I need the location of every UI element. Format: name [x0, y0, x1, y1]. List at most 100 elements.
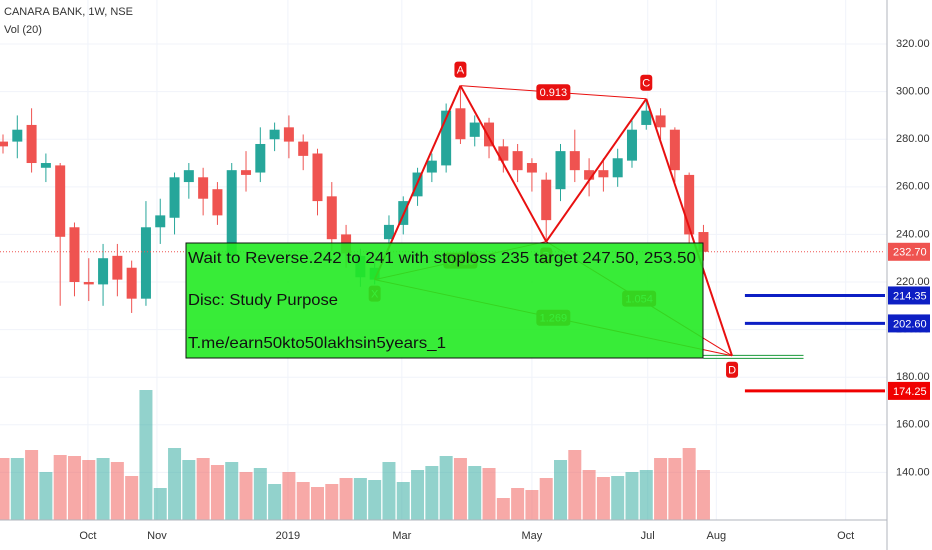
candle-body [312, 153, 323, 202]
candle-body [212, 189, 223, 216]
y-tick-label: 220.00 [896, 276, 930, 288]
volume-label: Vol (20) [4, 24, 42, 36]
y-tick-label: 280.00 [896, 133, 930, 145]
candle-body [669, 129, 680, 171]
volume-bar [639, 470, 653, 520]
y-tick-label: 240.00 [896, 228, 930, 240]
volume-bar [625, 472, 639, 520]
candle-body [283, 127, 294, 142]
candle-body [455, 108, 466, 140]
volume-bar [696, 470, 710, 520]
candle-body [183, 170, 194, 183]
x-tick-label: Aug [707, 530, 727, 542]
volume-bar [654, 458, 668, 520]
ratio-box [536, 84, 571, 101]
note-text: T.me/earn50kto50lakhsin5years_1 [188, 335, 446, 352]
volume-bar [125, 476, 139, 520]
volume-bar [153, 488, 167, 520]
ratio-label: 0.913 [540, 87, 568, 99]
candle-body [112, 255, 123, 280]
volume-bar [396, 482, 410, 520]
chart-title: CANARA BANK, 1W, NSE [4, 6, 133, 18]
volume-bar [10, 458, 24, 520]
price-label: 232.70 [893, 247, 927, 259]
x-tick-label: 2019 [276, 530, 300, 542]
volume-bar [96, 458, 110, 520]
price-label-box [888, 314, 930, 333]
volume-bar [411, 470, 425, 520]
volume-bar [482, 468, 496, 520]
point-label: D [728, 365, 736, 377]
point-label-box [726, 361, 739, 378]
y-tick-label: 300.00 [896, 86, 930, 98]
volume-bar [525, 490, 539, 520]
y-tick-label: 140.00 [896, 466, 930, 478]
price-label-box [888, 286, 930, 305]
candle-body [441, 110, 452, 166]
volume-bar [168, 448, 182, 520]
candle-body [98, 258, 109, 285]
pattern-leg [645, 98, 733, 357]
candle-body [255, 143, 266, 173]
volume-bar [39, 472, 53, 520]
candle-body [126, 267, 137, 299]
candle-body [40, 163, 51, 168]
plot-area: 0.7131.0541.269XABCDWait to Reverse.242 … [0, 0, 887, 520]
point-label-box [640, 74, 653, 91]
y-tick-label: 260.00 [896, 181, 930, 193]
candle-body [69, 227, 80, 283]
candle-body [226, 170, 237, 256]
candle-body [555, 151, 566, 190]
volume-bar [196, 458, 210, 520]
volume-bar [554, 460, 568, 520]
x-tick-label: Oct [79, 530, 96, 542]
price-label-box [888, 242, 930, 261]
pattern-leg [459, 85, 548, 243]
y-tick-label: 160.00 [896, 419, 930, 431]
price-label-box [888, 381, 930, 400]
note-text: Disc: Study Purpose [188, 292, 338, 309]
volume-bar [310, 487, 324, 520]
y-tick-label: 180.00 [896, 371, 930, 383]
volume-bar [325, 484, 339, 520]
candle-body [12, 129, 23, 142]
point-label: A [457, 65, 465, 77]
candle-body [541, 179, 552, 221]
candle-body [169, 177, 180, 218]
candle-body [426, 160, 437, 173]
candle-body [55, 165, 66, 237]
volume-bar [596, 477, 610, 520]
candle-body [484, 122, 495, 147]
x-tick-label: May [522, 530, 543, 542]
volume-bar [668, 458, 682, 520]
candle-body [383, 224, 394, 240]
volume-bar [382, 462, 396, 520]
candle-body [526, 163, 537, 173]
volume-bar [182, 460, 196, 520]
volume-bar [568, 450, 582, 520]
x-tick-label: Jul [641, 530, 655, 542]
volume-bar [453, 458, 467, 520]
volume-bar [82, 460, 96, 520]
x-tick-label: Mar [392, 530, 411, 542]
volume-bar [25, 450, 39, 520]
candle-body [0, 141, 9, 147]
volume-bar [439, 456, 453, 520]
x-tick-label: Nov [147, 530, 167, 542]
candle-body [83, 282, 94, 285]
price-label: 202.60 [893, 318, 927, 330]
candle-body [498, 146, 509, 161]
candle-body [512, 151, 523, 171]
note-box [185, 242, 704, 359]
y-tick-label: 320.00 [896, 38, 930, 50]
volume-bar [110, 462, 124, 520]
volume-bar [296, 482, 310, 520]
volume-bar [468, 466, 482, 520]
price-label: 174.25 [893, 386, 927, 398]
candle-body [698, 232, 709, 252]
candle-body [140, 227, 151, 299]
volume-bar [139, 390, 153, 520]
volume-bar [425, 466, 439, 520]
volume-bar [225, 462, 239, 520]
